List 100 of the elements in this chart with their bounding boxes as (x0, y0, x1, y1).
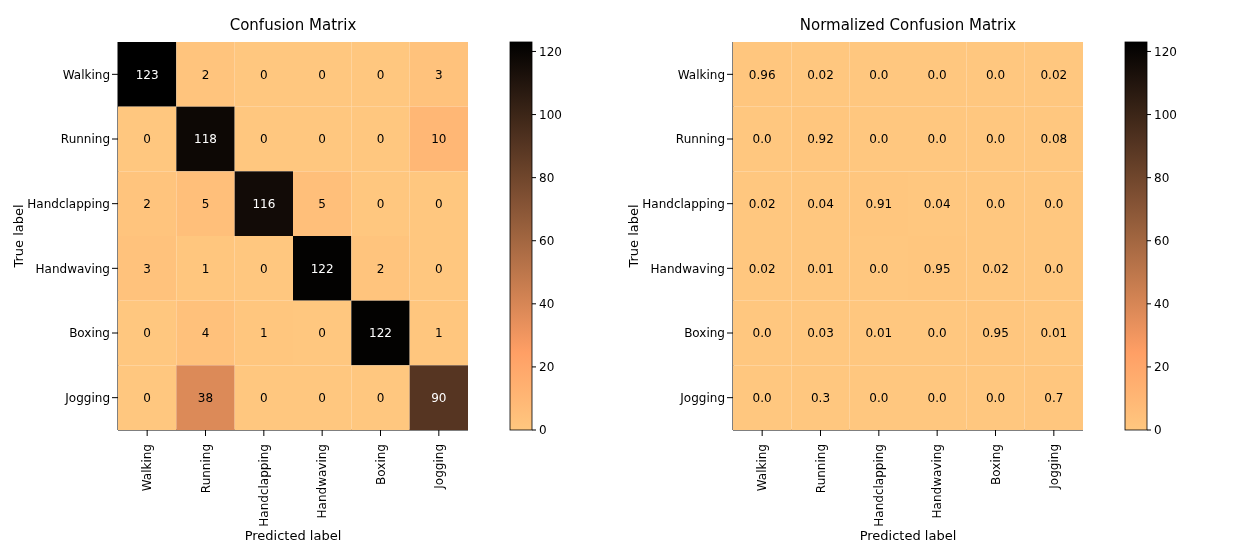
y-tick-label: Walking (677, 67, 725, 82)
data-label: 0.04 (923, 196, 951, 211)
data-label: 0 (260, 261, 268, 276)
x-tick-label: Walking (755, 444, 770, 492)
x-tick-label: Handclapping (872, 444, 887, 527)
data-label: 0 (143, 326, 151, 341)
data-label: 0 (318, 67, 326, 82)
data-label: 123 (135, 67, 159, 82)
y-tick-label: Walking (62, 67, 110, 82)
chart-title: Confusion Matrix (228, 16, 358, 34)
data-label: 0.0 (752, 326, 772, 341)
data-label: 0.02 (1040, 67, 1068, 82)
data-label: 0 (376, 390, 385, 405)
x-tick-label: Walking (140, 444, 155, 492)
y-tick-label: Handclapping (642, 196, 725, 211)
y-tick-label: Boxing (69, 326, 110, 341)
data-label: 1 (435, 326, 443, 341)
data-label: 0.02 (807, 67, 834, 82)
y-tick-label: Handclapping (27, 196, 110, 211)
color-bar-label: 60 (1154, 233, 1170, 248)
data-label: 0 (376, 196, 385, 211)
data-label: 0.0 (927, 132, 947, 147)
data-label: 0.0 (927, 390, 947, 405)
data-label: 5 (318, 196, 326, 211)
data-label: 0.0 (985, 67, 1006, 82)
data-label: 0.0 (985, 390, 1006, 405)
x-tick-label: Jogging (432, 444, 447, 490)
data-label: 0.0 (985, 196, 1006, 211)
data-label: 0.0 (869, 261, 889, 276)
data-label: 0.96 (748, 67, 776, 82)
data-label: 0 (318, 326, 326, 341)
x-tick-label: Running (198, 444, 213, 494)
data-label: 0.04 (807, 196, 834, 211)
data-label: 1 (260, 326, 268, 341)
x-tick-label: Running (813, 444, 828, 494)
x-axis-title: Predicted label (859, 528, 957, 543)
color-bar-label: 60 (539, 233, 555, 248)
data-label: 122 (310, 261, 334, 276)
data-label: 0.95 (982, 326, 1009, 341)
data-label: 0.0 (869, 132, 889, 147)
y-tick-label: Handwaving (35, 261, 110, 276)
data-label: 0.0 (1044, 196, 1064, 211)
y-tick-label: Jogging (679, 390, 725, 405)
data-label: 0.08 (1040, 132, 1068, 147)
data-label: 0.0 (927, 326, 947, 341)
x-tick-label: Boxing (373, 444, 388, 485)
data-label: 1 (201, 261, 210, 276)
data-label: 0 (435, 261, 443, 276)
color-bar-label: 80 (539, 170, 555, 185)
data-label: 10 (431, 132, 447, 147)
data-label: 0 (318, 132, 326, 147)
x-tick-label: Boxing (988, 444, 1003, 485)
data-label: 0 (376, 132, 385, 147)
data-label: 0.02 (748, 261, 776, 276)
data-label: 0.0 (1044, 261, 1064, 276)
color-bar-label: 20 (1154, 360, 1170, 375)
color-bar-label: 40 (1154, 297, 1170, 312)
x-tick-label: Handwaving (315, 444, 330, 519)
data-label: 0.0 (869, 390, 889, 405)
color-bar-label: 20 (539, 360, 555, 375)
data-label: 0.02 (982, 261, 1009, 276)
color-bar-label: 80 (1154, 170, 1170, 185)
data-label: 0.01 (865, 326, 893, 341)
data-label: 0.7 (1044, 390, 1064, 405)
data-label: 0 (143, 390, 151, 405)
data-label: 0.0 (927, 67, 947, 82)
data-label: 2 (201, 67, 210, 82)
y-tick-label: Handwaving (650, 261, 725, 276)
data-label: 0 (260, 67, 268, 82)
color-bar-label: 100 (1154, 107, 1177, 122)
color-bar-label: 0 (1154, 423, 1162, 438)
color-bar-label: 120 (1154, 44, 1177, 59)
color-bar-label: 0 (539, 423, 547, 438)
data-label: 0 (260, 132, 268, 147)
data-label: 0.0 (752, 132, 772, 147)
data-label: 0.0 (752, 390, 772, 405)
x-tick-label: Handwaving (930, 444, 945, 519)
y-tick-label: Jogging (64, 390, 110, 405)
data-label: 122 (369, 326, 392, 341)
x-tick-label: Jogging (1047, 444, 1062, 490)
color-bar-label: 40 (539, 297, 555, 312)
data-label: 0.0 (985, 132, 1006, 147)
y-axis-title: True label (10, 204, 26, 269)
data-label: 2 (376, 261, 385, 276)
data-label: 0.91 (865, 196, 893, 211)
x-axis-title: Predicted label (244, 528, 342, 543)
data-label: 0 (435, 196, 443, 211)
x-tick-label: Handclapping (257, 444, 272, 527)
chart-title: Normalized Confusion Matrix (798, 16, 1018, 34)
color-bar-label: 100 (539, 107, 562, 122)
data-label: 38 (197, 390, 214, 405)
data-label: 90 (431, 390, 447, 405)
data-label: 118 (194, 132, 217, 147)
data-label: 0 (143, 132, 151, 147)
data-label: 3 (435, 67, 443, 82)
y-tick-label: Boxing (684, 326, 725, 341)
data-label: 0 (376, 67, 385, 82)
data-label: 0 (318, 390, 326, 405)
data-label: 0.0 (869, 67, 889, 82)
data-label: 4 (201, 326, 210, 341)
